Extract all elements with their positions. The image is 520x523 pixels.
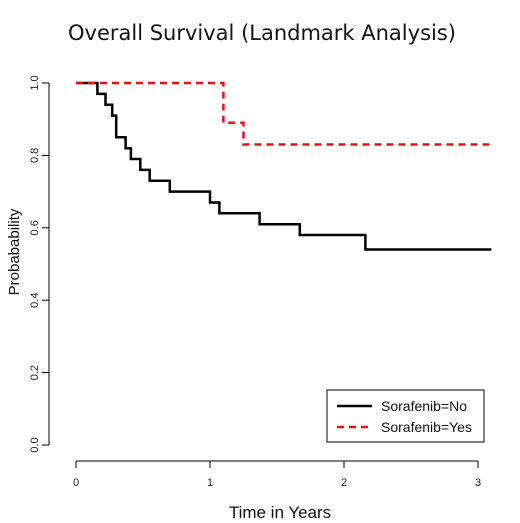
y-axis-label: Probabability xyxy=(6,208,23,295)
x-tick-label: 2 xyxy=(341,477,347,489)
series-line-sorafenib-no xyxy=(76,81,492,251)
y-tick-label: 0.4 xyxy=(29,293,41,308)
series-line-sorafenib-yes xyxy=(76,81,492,146)
x-tick-label: 3 xyxy=(475,477,481,489)
chart-title: Overall Survival (Landmark Analysis) xyxy=(68,21,456,45)
y-tick-label: 1.0 xyxy=(29,75,41,90)
x-axis-label: Time in Years xyxy=(229,503,331,522)
y-tick-label: 0.0 xyxy=(29,437,41,452)
legend-label-yes: Sorafenib=Yes xyxy=(381,419,472,435)
y-tick-label: 0.2 xyxy=(29,365,41,380)
y-tick-label: 0.8 xyxy=(29,148,41,163)
x-tick-label: 0 xyxy=(73,477,79,489)
y-tick-label: 0.6 xyxy=(29,220,41,235)
legend-label-no: Sorafenib=No xyxy=(381,398,467,414)
y-axis: 0.0 0.2 0.4 0.6 0.8 1.0 xyxy=(29,75,50,453)
series-layer xyxy=(76,81,492,251)
legend-box xyxy=(326,389,485,443)
x-tick-label: 1 xyxy=(207,477,213,489)
x-axis: 0 1 2 3 xyxy=(73,460,481,489)
legend: Sorafenib=No Sorafenib=Yes xyxy=(326,389,485,443)
